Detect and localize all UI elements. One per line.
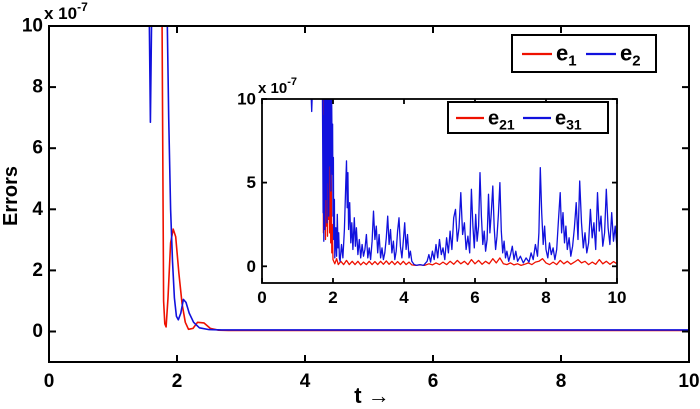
inset-ytick-label: 0 — [247, 257, 256, 276]
main-ytick-label: 10 — [22, 16, 43, 37]
main-axes-box — [48, 25, 690, 363]
inset-ytick-label: 5 — [247, 173, 256, 192]
inset-scale-label: x 10-7 — [258, 76, 297, 97]
main-series-e2-line — [166, 26, 689, 331]
main-xtick-label: 4 — [300, 371, 311, 392]
main-ytick-label: 6 — [32, 138, 43, 159]
main-scale-label: x 10-7 — [44, 0, 88, 23]
inset-legend-label-e31: e31 — [555, 108, 582, 133]
inset-legend-label-e21: e21 — [488, 108, 515, 133]
main-legend: e1 e2 — [511, 34, 657, 73]
main-legend-label-e2: e2 — [620, 41, 641, 70]
inset-axes-box — [261, 98, 618, 284]
main-xtick-label: 10 — [678, 371, 699, 392]
inset-legend: e21 e31 — [447, 101, 609, 134]
inset-xtick-label: 6 — [470, 288, 479, 307]
main-ytick-label: 4 — [32, 199, 43, 220]
main-xtick-label: 2 — [172, 371, 183, 392]
inset-series-e31-line — [310, 99, 313, 113]
inset-xtick-label: 8 — [541, 288, 550, 307]
inset-series-e31-line — [321, 99, 617, 267]
main-xtick-label: 0 — [44, 371, 55, 392]
main-ytick-label: 8 — [32, 77, 43, 98]
main-legend-label-e1: e1 — [556, 41, 577, 70]
main-xtick-label: 8 — [556, 371, 567, 392]
main-ytick-label: 0 — [32, 321, 43, 342]
main-ytick-label: 2 — [32, 260, 43, 281]
inset-xtick-label: 0 — [257, 288, 266, 307]
inset-series-group — [310, 99, 617, 267]
inset-xtick-label: 10 — [608, 288, 627, 307]
inset-series-e21-line — [322, 99, 617, 267]
inset-xtick-label: 2 — [328, 288, 337, 307]
main-series-group — [148, 26, 689, 332]
inset-ytick-label: 10 — [237, 90, 256, 109]
inset-xtick-label: 4 — [399, 288, 409, 307]
main-series-e2-line — [148, 26, 153, 123]
main-y-axis-label: Errors — [0, 166, 22, 226]
main-xtick-label: 6 — [428, 371, 439, 392]
main-x-axis-label: t → — [354, 383, 389, 408]
